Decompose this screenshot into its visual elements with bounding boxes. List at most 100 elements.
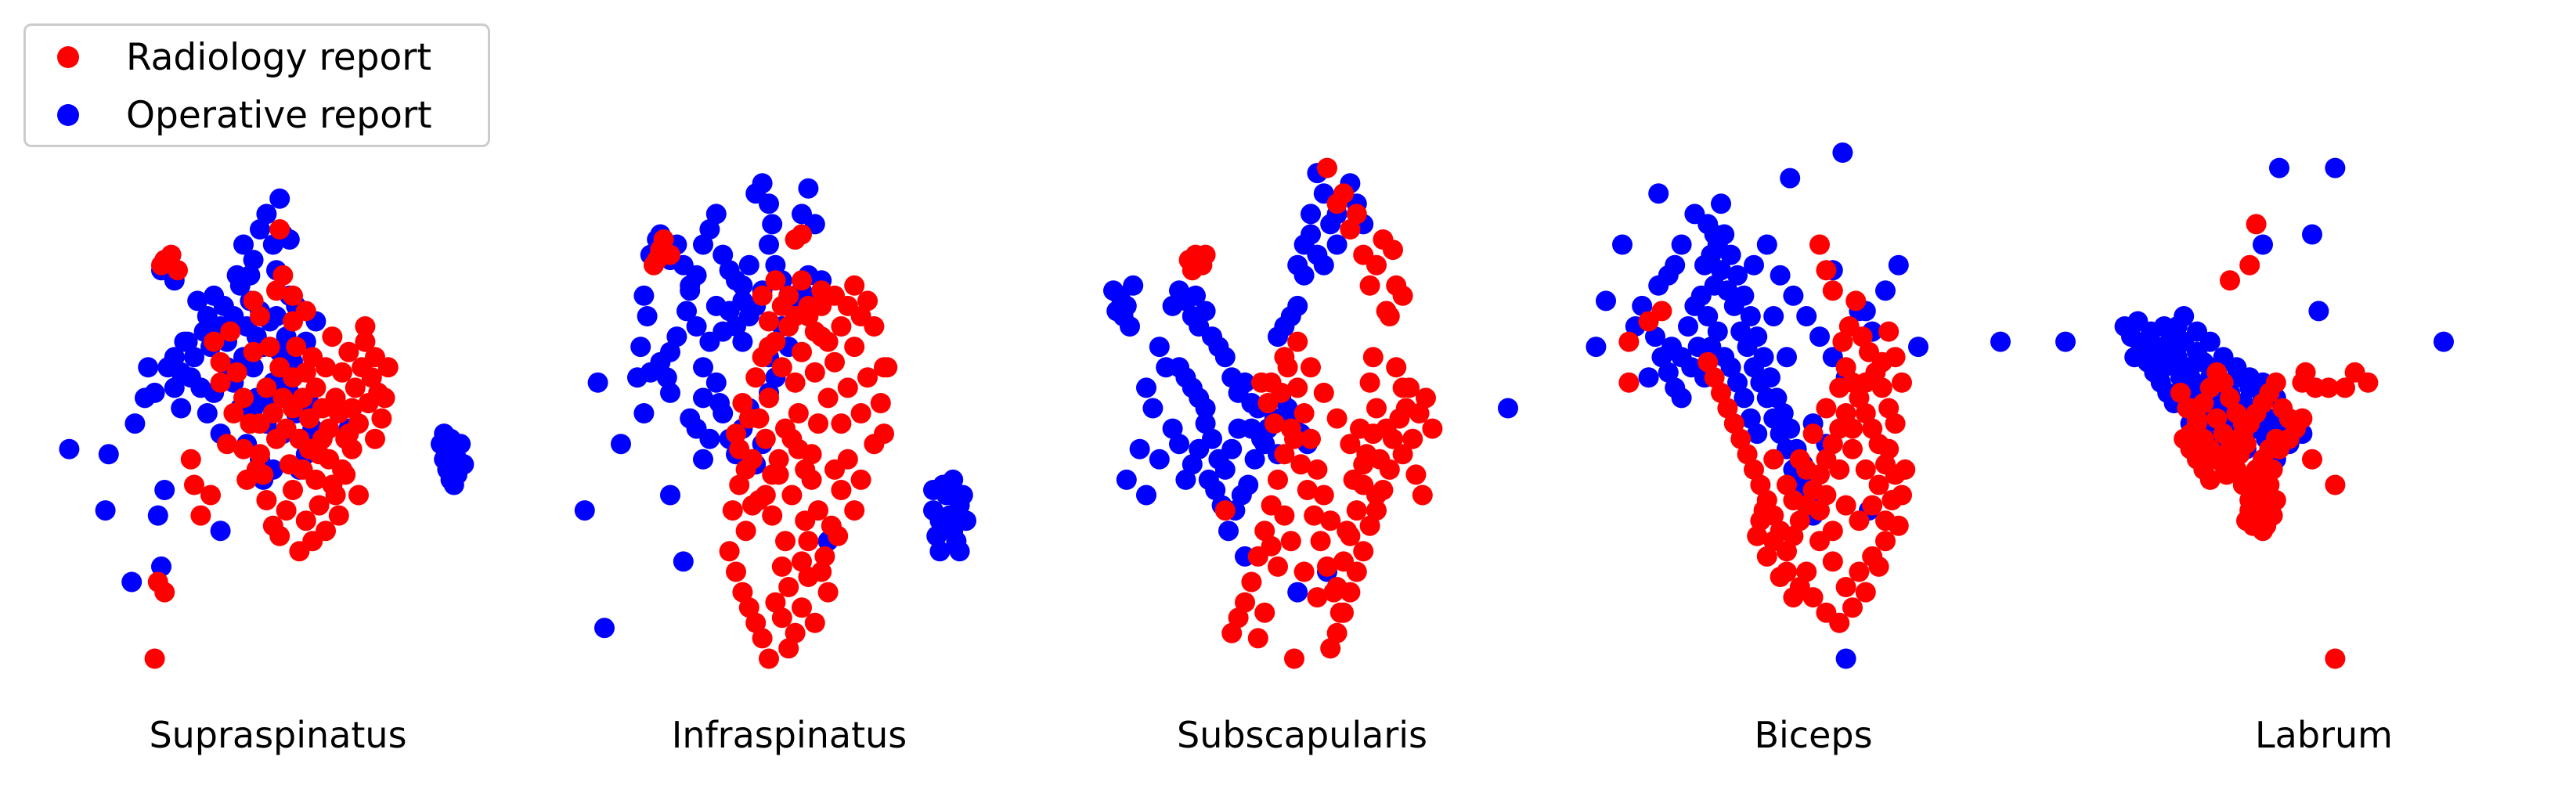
operative-point — [1835, 648, 1856, 669]
radiology-point — [1875, 510, 1896, 531]
operative-point — [1697, 306, 1719, 326]
radiology-point — [1359, 372, 1380, 393]
radiology-point — [1214, 500, 1236, 521]
radiology-point — [1287, 331, 1308, 352]
radiology-point — [341, 438, 363, 459]
operative-point — [1238, 474, 1259, 495]
radiology-point — [332, 362, 352, 383]
radiology-point — [1323, 582, 1344, 603]
operative-point — [2269, 157, 2289, 178]
operative-point — [1195, 398, 1216, 419]
radiology-point — [735, 459, 756, 480]
radiology-point — [752, 285, 773, 306]
radiology-point — [2262, 459, 2283, 480]
operative-point — [187, 290, 208, 312]
radiology-point — [1829, 377, 1850, 398]
radiology-point — [1651, 301, 1672, 322]
radiology-point — [1284, 648, 1304, 669]
operative-point — [1244, 449, 1265, 470]
radiology-point — [1379, 306, 1400, 326]
radiology-point — [2246, 214, 2267, 235]
radiology-point — [272, 265, 294, 286]
radiology-point — [184, 474, 204, 495]
radiology-point — [804, 362, 825, 383]
radiology-point — [722, 500, 743, 521]
operative-point — [124, 413, 146, 434]
operative-point — [1116, 469, 1137, 490]
radiology-point — [1855, 582, 1876, 603]
radiology-point — [778, 577, 799, 597]
radiology-point — [874, 423, 894, 445]
operative-point — [574, 500, 595, 521]
radiology-point — [2220, 270, 2240, 291]
radiology-point — [2220, 387, 2240, 409]
operative-point — [138, 357, 159, 378]
radiology-point — [250, 306, 270, 326]
radiology-point — [1293, 561, 1315, 582]
operative-point — [2308, 301, 2329, 322]
operative-point — [759, 234, 779, 255]
radiology-point — [2265, 372, 2286, 393]
radiology-point — [1379, 459, 1400, 480]
operative-point — [1763, 306, 1784, 326]
operative-point — [1730, 321, 1752, 342]
radiology-point — [1359, 515, 1380, 536]
radiology-point — [154, 582, 175, 603]
radiology-point — [785, 622, 806, 643]
radiology-point — [262, 403, 283, 423]
radiology-point — [726, 423, 746, 445]
radiology-point — [1326, 622, 1348, 643]
operative-point — [1586, 337, 1607, 358]
radiology-point — [266, 280, 287, 301]
operative-point — [926, 525, 947, 546]
radiology-point — [295, 362, 316, 383]
radiology-point — [1895, 459, 1916, 480]
radiology-point — [276, 500, 297, 521]
radiology-point — [233, 387, 254, 409]
radiology-point — [220, 321, 241, 342]
radiology-point — [1301, 357, 1321, 378]
radiology-point — [2216, 464, 2237, 485]
operative-point — [1727, 372, 1748, 393]
operative-point — [1744, 254, 1764, 276]
operative-point — [1195, 413, 1216, 434]
radiology-point — [1849, 561, 1870, 582]
operative-point — [1711, 260, 1731, 281]
radiology-point — [1816, 260, 1837, 281]
radiology-point — [795, 459, 816, 480]
radiology-point — [1849, 387, 1870, 409]
radiology-point — [804, 612, 825, 633]
radiology-point — [2206, 408, 2228, 429]
operative-point — [121, 571, 143, 593]
operative-point — [1149, 449, 1170, 470]
radiology-point — [1783, 490, 1804, 510]
operative-point — [1704, 224, 1725, 245]
operative-point — [1770, 265, 1791, 286]
radiology-point — [168, 260, 188, 281]
radiology-point — [1835, 577, 1856, 597]
radiology-point — [1280, 531, 1301, 552]
radiology-point — [1310, 531, 1331, 552]
radiology-point — [759, 311, 779, 332]
operative-point — [1760, 367, 1780, 388]
operative-point — [1740, 306, 1761, 326]
operative-point — [1809, 326, 1830, 348]
operative-point — [630, 337, 651, 358]
operative-point — [1136, 485, 1156, 506]
operative-point — [611, 434, 631, 455]
radiology-point — [2213, 423, 2234, 445]
operative-point — [943, 469, 964, 490]
radiology-point — [1809, 500, 1830, 521]
radiology-point — [243, 290, 264, 312]
panel-label-infraspinatus: Infraspinatus — [672, 714, 907, 756]
operative-point — [633, 403, 655, 423]
operative-point — [949, 541, 970, 562]
radiology-point — [817, 582, 839, 603]
operative-point — [59, 438, 80, 459]
radiology-point — [1264, 413, 1285, 434]
radiology-point — [1366, 485, 1387, 506]
legend-marker-operative — [57, 104, 79, 126]
radiology-point — [1842, 438, 1863, 459]
legend-label-operative: Operative report — [126, 93, 432, 137]
radiology-point — [1254, 521, 1275, 542]
